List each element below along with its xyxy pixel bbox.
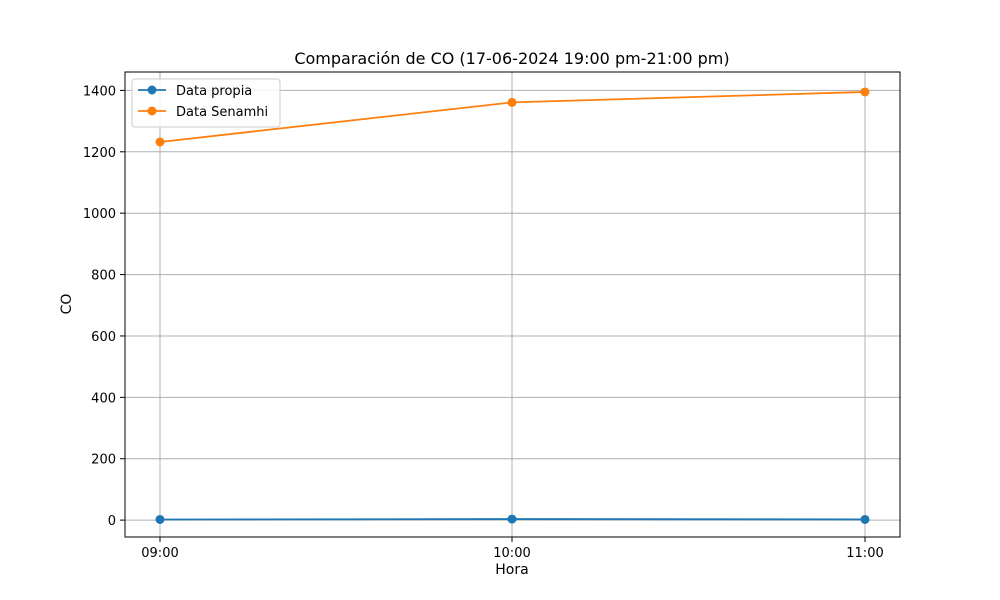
y-tick-label: 400 xyxy=(91,391,116,406)
plot-frame xyxy=(124,71,901,538)
x-axis: 09:00 10:00 11:00 xyxy=(141,537,884,561)
data-point-data-senamhi xyxy=(860,87,870,97)
legend-marker xyxy=(147,106,157,116)
data-point-data-propia xyxy=(507,514,517,524)
data-point-data-propia xyxy=(860,514,870,524)
y-axis-label: CO xyxy=(59,294,75,315)
data-point-data-senamhi xyxy=(155,137,165,147)
legend-marker xyxy=(147,85,157,95)
data-point-data-senamhi xyxy=(507,97,517,107)
x-tick-label: 09:00 xyxy=(141,546,178,561)
legend: Data propia Data Senamhi xyxy=(131,78,281,128)
y-tick-label: 800 xyxy=(91,269,116,284)
y-tick-label: 1400 xyxy=(83,84,116,99)
data-point-data-propia xyxy=(155,514,165,524)
y-tick-label: 200 xyxy=(91,453,116,468)
x-axis-label: Hora xyxy=(495,562,528,578)
y-tick-label: 1000 xyxy=(83,207,116,222)
legend-label: Data propia xyxy=(176,84,252,99)
legend-label: Data Senamhi xyxy=(176,105,268,120)
y-tick-label: 600 xyxy=(91,330,116,345)
series-lines xyxy=(155,87,870,524)
y-tick-label: 1200 xyxy=(83,146,116,161)
x-tick-label: 11:00 xyxy=(846,546,883,561)
y-axis: 0 200 400 600 800 1000 1200 1400 xyxy=(83,84,125,529)
x-tick-label: 10:00 xyxy=(493,546,530,561)
legend-box xyxy=(131,78,281,128)
y-tick-label: 0 xyxy=(108,514,116,529)
chart-title: Comparación de CO (17-06-2024 19:00 pm-2… xyxy=(294,49,729,68)
